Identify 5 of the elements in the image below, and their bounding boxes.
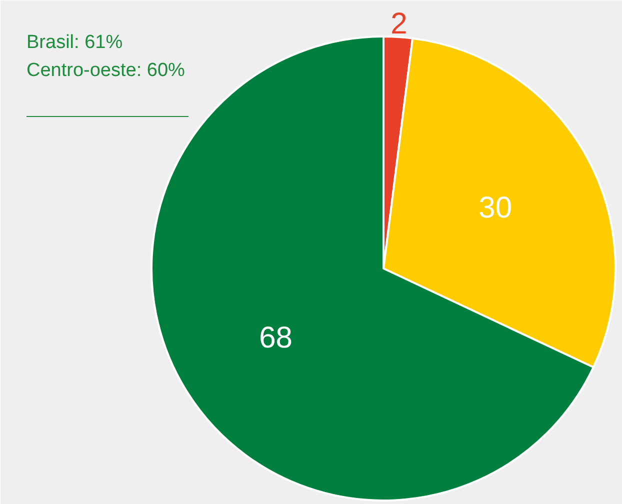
data-label: 68 xyxy=(259,321,292,354)
data-label: 30 xyxy=(478,192,512,225)
text: Brasil: 61% xyxy=(26,32,123,53)
text: Centro-oeste: 60% xyxy=(26,60,186,81)
data-label: 2 xyxy=(390,7,408,40)
